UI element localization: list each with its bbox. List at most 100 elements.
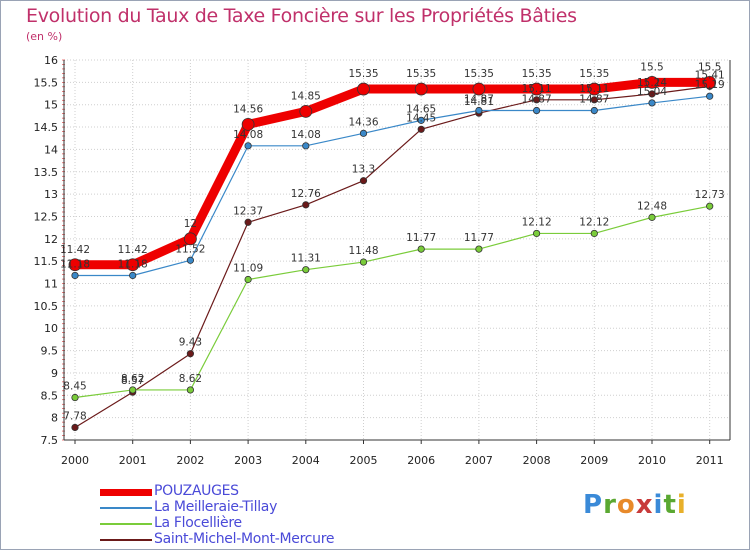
data-label: 14.08	[291, 129, 321, 141]
data-point	[648, 213, 656, 221]
data-label: 12	[184, 218, 197, 230]
y-tick-label: 8.5	[41, 389, 59, 402]
y-tick-label: 12.5	[34, 210, 59, 223]
data-label: 14.45	[406, 112, 436, 124]
x-tick-label: 2008	[523, 454, 551, 467]
x-tick-label: 2003	[234, 454, 262, 467]
logo-letter: t	[663, 490, 677, 520]
data-point	[532, 106, 541, 115]
data-labels: 8.45 8.62 8.62 11.09 11.31 11.48 11.77 11.77 12.…	[60, 61, 725, 422]
data-label: 14.87	[464, 94, 494, 106]
y-tick-label: 8	[51, 412, 58, 425]
legend-item-pouzauges: POUZAUGES	[100, 483, 420, 500]
data-point	[71, 393, 79, 402]
data-point	[475, 245, 483, 253]
legend-item-la-meilleraie-tillay: La Meilleraie-Tillay	[100, 499, 420, 516]
y-tick-label: 15.5	[34, 76, 59, 89]
data-point	[472, 82, 486, 96]
data-label: 8.62	[121, 373, 144, 385]
data-label: 14.81	[464, 96, 494, 108]
data-point	[532, 96, 541, 104]
data-label: 14.65	[406, 103, 436, 115]
y-tick-label: 7.5	[41, 434, 59, 447]
y-tick-label: 13.5	[34, 166, 59, 179]
data-point	[359, 258, 368, 266]
data-label: 11.42	[118, 244, 148, 256]
legend: POUZAUGES La Meilleraie-Tillay La Flocel…	[100, 483, 420, 548]
y-tick-label: 12	[44, 233, 58, 246]
series-group	[68, 75, 717, 432]
y-tick-label: 11	[44, 278, 58, 291]
data-label: 11.09	[233, 263, 263, 275]
data-label: 11.48	[348, 245, 378, 257]
legend-label: POUZAUGES	[154, 483, 239, 499]
data-label: 15.04	[637, 86, 667, 98]
x-tick-label: 2006	[407, 454, 435, 467]
axes: 7.5 8 8.5 9 9.5 10 10.5 11 11.5 12 12.5 13 13.5 14 14.…	[34, 54, 731, 467]
legend-swatch	[100, 523, 152, 525]
data-point	[706, 202, 714, 210]
data-point	[186, 350, 194, 358]
data-point	[186, 386, 194, 394]
data-point	[68, 258, 82, 272]
proxiti-logo: Proxiti	[583, 490, 687, 520]
data-point	[417, 245, 425, 253]
data-point	[417, 125, 425, 133]
data-point	[302, 142, 310, 150]
data-point	[706, 92, 714, 100]
data-label: 15.35	[406, 68, 436, 80]
data-label: 15.35	[348, 68, 378, 80]
data-label: 11.77	[406, 232, 436, 244]
y-tick-label: 10.5	[34, 300, 59, 313]
data-point	[590, 229, 598, 238]
y-tick-label: 14.5	[34, 121, 59, 134]
x-tick-label: 2004	[292, 454, 320, 467]
x-tick-label: 2010	[638, 454, 666, 467]
y-tick-label: 9	[51, 367, 58, 380]
data-label: 11.18	[60, 258, 90, 270]
logo-letter: i	[676, 490, 687, 520]
data-label: 8.57	[121, 375, 144, 387]
y-tick-label: 9.5	[41, 345, 59, 358]
data-point	[244, 142, 252, 150]
series-line	[74, 205, 710, 399]
data-label: 15.5	[698, 61, 721, 73]
data-point	[530, 82, 543, 96]
data-label: 14.36	[348, 116, 378, 128]
x-tick-label: 2009	[580, 454, 608, 467]
data-label: 9.43	[179, 337, 202, 349]
legend-swatch	[100, 489, 152, 496]
data-label: 12.12	[522, 216, 552, 228]
data-label: 11.77	[464, 232, 494, 244]
legend-item-la-flocelliere: La Flocellière	[100, 515, 420, 532]
logo-letter: P	[583, 490, 604, 520]
data-point	[244, 275, 252, 284]
legend-swatch	[100, 539, 152, 541]
y-tick-label: 16	[44, 54, 58, 67]
legend-label: Saint-Michel-Mont-Mercure	[154, 531, 335, 547]
data-point	[648, 90, 656, 98]
series-line	[74, 85, 710, 428]
x-tick-label: 2001	[119, 454, 147, 467]
data-point	[183, 232, 197, 246]
data-label: 14.87	[522, 94, 552, 106]
logo-letter: i	[653, 490, 664, 520]
data-label: 12.73	[695, 189, 725, 201]
y-tick-label: 14	[44, 143, 58, 156]
data-label: 15.24	[637, 77, 667, 89]
data-point	[590, 106, 598, 115]
data-label: 12.76	[291, 188, 321, 200]
data-label: 11.52	[175, 243, 205, 255]
data-point	[590, 96, 598, 104]
data-label: 11.31	[291, 253, 321, 265]
unit-label: (en %)	[26, 30, 63, 43]
data-point	[648, 99, 656, 107]
data-label: 15.35	[522, 68, 552, 80]
data-point	[703, 75, 717, 89]
data-point	[186, 256, 194, 264]
data-label: 14.85	[291, 90, 321, 102]
data-point	[299, 105, 313, 118]
legend-item-saint-michel-mont-mercure: Saint-Michel-Mont-Mercure	[100, 531, 420, 548]
data-point	[129, 386, 137, 394]
